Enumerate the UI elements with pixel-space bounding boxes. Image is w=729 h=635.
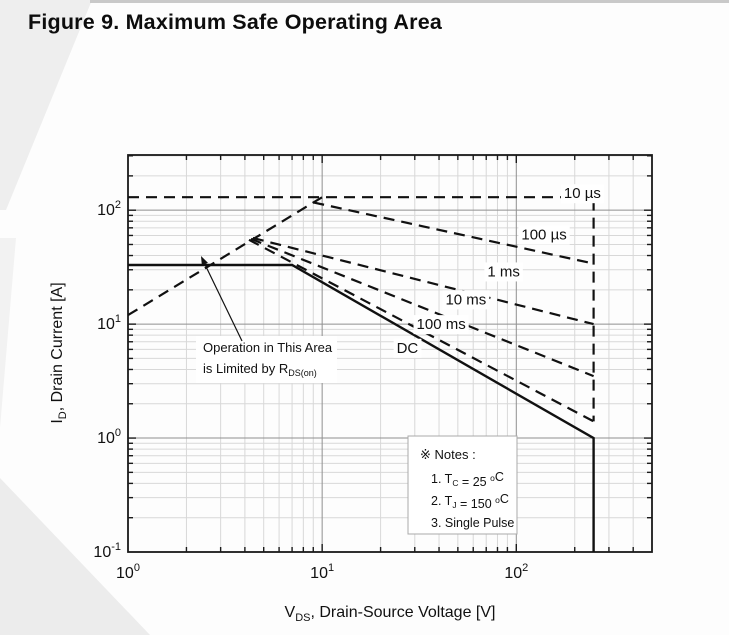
x-axis-title: VDS, Drain-Source Voltage [V]	[285, 604, 496, 624]
curve-rdson-limit-line	[127, 196, 323, 317]
y-tick-10e-1: 10-1	[93, 541, 121, 561]
curve-label-pulse-100ms: 100 ms	[417, 316, 466, 333]
notes-item-2: 2. TJ = 150 oC	[431, 492, 509, 511]
x-tick-10e0: 100	[116, 562, 140, 582]
curve-pulse-10ms	[250, 237, 595, 378]
curve-pulse-1ms	[252, 236, 594, 326]
curve-label-dc-limit: DC	[397, 340, 419, 357]
x-tick-10e2: 102	[504, 562, 528, 582]
notes-item-1: 1. TC = 25 oC	[431, 470, 504, 489]
annotation-arrowhead	[201, 256, 208, 266]
annotation-line2: is Limited by RDS(on)	[203, 361, 317, 378]
notes-header: ※ Notes :	[420, 447, 476, 462]
plot-frame	[127, 154, 653, 553]
axis-titles: VDS, Drain-Source Voltage [V] ID, Drain C…	[49, 282, 495, 624]
curve-label-pulse-1ms: 1 ms	[487, 263, 520, 280]
figure-title: Figure 9. Maximum Safe Operating Area	[28, 10, 443, 34]
curve-label-pulse-10us: 10 µs	[564, 185, 601, 202]
rdson-annotation: Operation in This Area is Limited by RDS(…	[196, 256, 337, 383]
curve-pulse-10us	[128, 196, 595, 422]
x-tick-10e1: 101	[310, 562, 334, 582]
y-tick-10e2: 102	[97, 199, 121, 219]
y-tick-10e1: 101	[97, 313, 121, 333]
soa-curves	[127, 196, 595, 552]
notes-item-3: 3. Single Pulse	[431, 516, 514, 530]
y-tick-10e0: 100	[97, 427, 121, 447]
curve-label-pulse-100us: 100 µs	[521, 227, 566, 244]
curve-dc-limit	[128, 263, 595, 552]
curve-label-pulse-10ms: 10 ms	[445, 291, 486, 308]
curve-pulse-100ms	[248, 238, 595, 423]
y-axis-title: ID, Drain Current [A]	[49, 282, 69, 423]
curve-pulse-100us	[313, 201, 594, 265]
annotation-line1: Operation in This Area	[203, 340, 333, 355]
notes-box: ※ Notes : 1. TC = 25 oC 2. TJ = 150 oC 3. S…	[407, 435, 518, 535]
